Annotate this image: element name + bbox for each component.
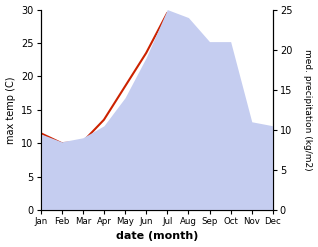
Y-axis label: max temp (C): max temp (C) [5,76,16,144]
Y-axis label: med. precipitation (kg/m2): med. precipitation (kg/m2) [303,49,313,171]
X-axis label: date (month): date (month) [115,231,198,242]
